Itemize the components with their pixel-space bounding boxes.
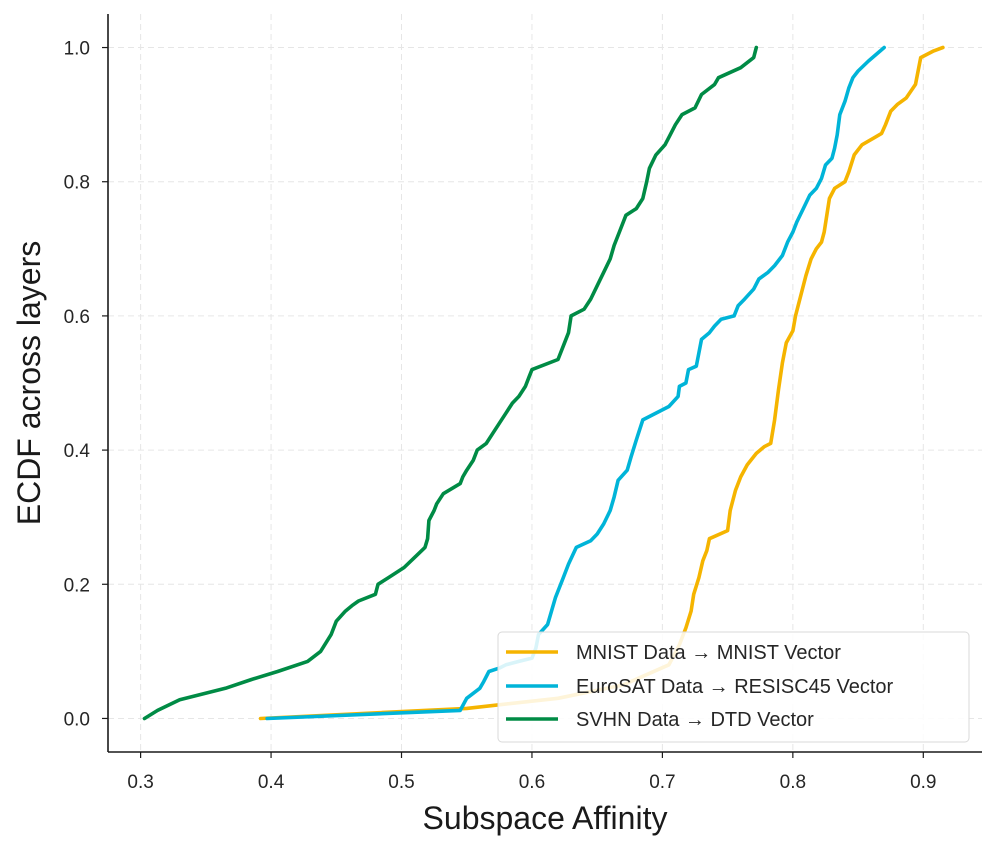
y-tick-label: 0.4 [64,441,91,462]
series-line-eurosat [265,45,886,721]
legend-label-svhn: SVHN Data → DTD Vector [576,709,814,731]
y-tick-label: 0.6 [64,307,90,328]
x-tick-label: 0.7 [649,772,675,793]
x-tick-label: 0.4 [258,772,285,793]
series-line-mnist [258,45,945,721]
series-lines [142,45,945,721]
series-line-svhn [142,45,759,721]
legend: MNIST Data → MNIST Vector EuroSAT Data →… [497,631,970,743]
y-tick-label: 0.2 [64,575,90,596]
y-tick-label: 0.8 [64,173,90,194]
x-tick-label: 0.8 [780,772,806,793]
legend-label-mnist: MNIST Data → MNIST Vector [576,642,841,664]
axes [107,14,982,753]
x-axis-label: Subspace Affinity [423,800,668,836]
x-tick-label: 0.5 [388,772,414,793]
legend-box [497,631,970,743]
legend-label-eurosat: EuroSAT Data → RESISC45 Vector [576,676,894,698]
y-tick-label: 1.0 [64,39,90,60]
grid [108,14,982,752]
x-ticks: 0.3 0.4 0.5 0.6 0.7 0.8 0.9 [127,752,937,793]
y-axis-label: ECDF across layers [11,241,47,526]
y-ticks: 0.0 0.2 0.4 0.6 0.8 1.0 [64,39,108,730]
x-tick-label: 0.6 [519,772,545,793]
x-tick-label: 0.9 [910,772,936,793]
y-tick-label: 0.0 [64,709,90,730]
x-tick-label: 0.3 [127,772,153,793]
